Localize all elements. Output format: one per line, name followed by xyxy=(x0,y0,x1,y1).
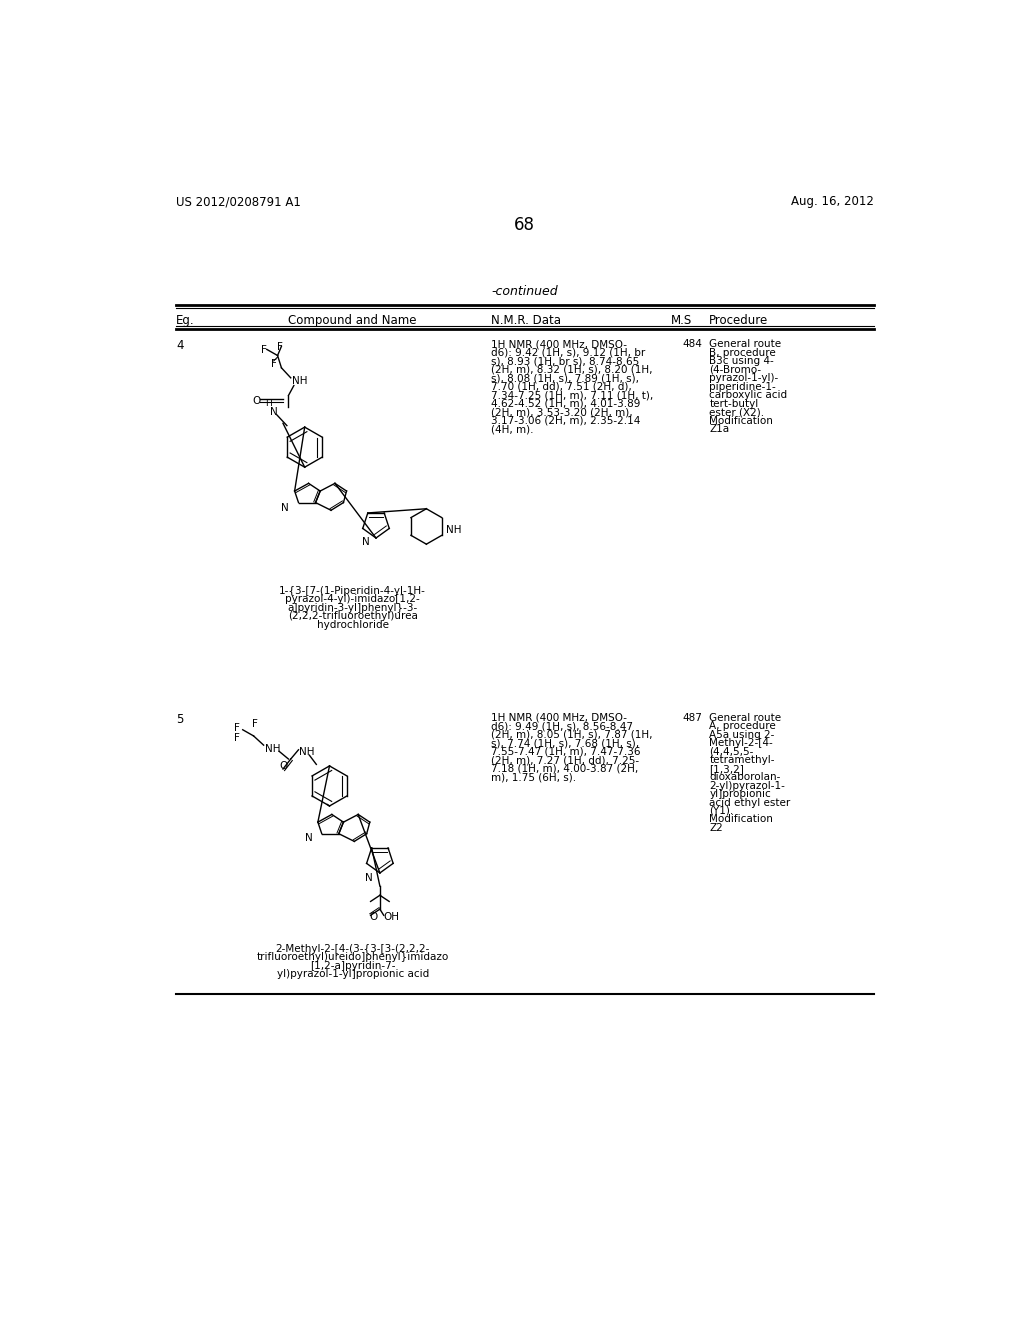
Text: Modification: Modification xyxy=(710,416,773,425)
Text: M.S: M.S xyxy=(671,314,692,327)
Text: trifluoroethyl)ureido]phenyl}imidazo: trifluoroethyl)ureido]phenyl}imidazo xyxy=(257,952,449,962)
Text: tetramethyl-: tetramethyl- xyxy=(710,755,775,766)
Text: N.M.R. Data: N.M.R. Data xyxy=(490,314,561,327)
Text: N: N xyxy=(282,503,289,513)
Text: Z1a: Z1a xyxy=(710,424,729,434)
Text: (4-Bromo-: (4-Bromo- xyxy=(710,364,762,375)
Text: pyrazol-4-yl)-imidazo[1,2-: pyrazol-4-yl)-imidazo[1,2- xyxy=(286,594,420,605)
Text: a]pyridin-3-yl]phenyl}-3-: a]pyridin-3-yl]phenyl}-3- xyxy=(288,603,418,612)
Text: acid ethyl ester: acid ethyl ester xyxy=(710,797,791,808)
Text: 3.17-3.06 (2H, m), 2.35-2.14: 3.17-3.06 (2H, m), 2.35-2.14 xyxy=(490,416,640,425)
Text: s), 8.08 (1H, s), 7.89 (1H, s),: s), 8.08 (1H, s), 7.89 (1H, s), xyxy=(490,374,639,383)
Text: A5a using 2-: A5a using 2- xyxy=(710,730,774,739)
Text: ester (X2).: ester (X2). xyxy=(710,407,764,417)
Text: General route: General route xyxy=(710,713,781,723)
Text: 68: 68 xyxy=(514,216,536,234)
Text: US 2012/0208791 A1: US 2012/0208791 A1 xyxy=(176,195,301,209)
Text: m), 1.75 (6H, s).: m), 1.75 (6H, s). xyxy=(490,772,575,781)
Text: 1-{3-[7-(1-Piperidin-4-yl-1H-: 1-{3-[7-(1-Piperidin-4-yl-1H- xyxy=(280,586,426,595)
Text: F: F xyxy=(234,723,240,733)
Text: (4H, m).: (4H, m). xyxy=(490,424,534,434)
Text: -continued: -continued xyxy=(492,285,558,298)
Text: F: F xyxy=(261,345,267,355)
Text: N: N xyxy=(362,537,370,548)
Text: yl]propionic: yl]propionic xyxy=(710,789,771,799)
Text: 5: 5 xyxy=(176,713,183,726)
Text: s), 8.93 (1H, br s), 8.74-8.65: s), 8.93 (1H, br s), 8.74-8.65 xyxy=(490,356,639,366)
Text: (2H, m), 7.27 (1H, dd), 7.25-: (2H, m), 7.27 (1H, dd), 7.25- xyxy=(490,755,639,766)
Text: F: F xyxy=(276,342,283,351)
Text: s), 7.74 (1H, s), 7.68 (1H, s),: s), 7.74 (1H, s), 7.68 (1H, s), xyxy=(490,738,639,748)
Text: 2-Methyl-2-[4-(3-{3-[3-(2,2,2-: 2-Methyl-2-[4-(3-{3-[3-(2,2,2- xyxy=(275,944,430,954)
Text: OH: OH xyxy=(383,912,399,923)
Text: B, procedure: B, procedure xyxy=(710,348,776,358)
Text: piperidine-1-: piperidine-1- xyxy=(710,381,776,392)
Text: Compound and Name: Compound and Name xyxy=(289,314,417,327)
Text: 487: 487 xyxy=(683,713,702,723)
Text: F: F xyxy=(234,733,240,743)
Text: Modification: Modification xyxy=(710,814,773,825)
Text: O: O xyxy=(369,912,377,923)
Text: B3c using 4-: B3c using 4- xyxy=(710,356,774,366)
Text: Eg.: Eg. xyxy=(176,314,195,327)
Text: N: N xyxy=(366,873,373,883)
Text: F: F xyxy=(271,359,278,368)
Text: H: H xyxy=(265,400,272,408)
Text: 7.18 (1H, m), 4.00-3.87 (2H,: 7.18 (1H, m), 4.00-3.87 (2H, xyxy=(490,763,638,774)
Text: 484: 484 xyxy=(683,339,702,350)
Text: NH: NH xyxy=(292,376,308,387)
Text: [1,2-a]pyridin-7-: [1,2-a]pyridin-7- xyxy=(310,961,395,970)
Text: 2-yl)pyrazol-1-: 2-yl)pyrazol-1- xyxy=(710,780,785,791)
Text: (4,4,5,5-: (4,4,5,5- xyxy=(710,747,754,756)
Text: F: F xyxy=(252,719,258,729)
Text: (2H, m), 8.32 (1H, s), 8.20 (1H,: (2H, m), 8.32 (1H, s), 8.20 (1H, xyxy=(490,364,652,375)
Text: Z2: Z2 xyxy=(710,822,723,833)
Text: 4.62-4.52 (1H, m), 4.01-3.89: 4.62-4.52 (1H, m), 4.01-3.89 xyxy=(490,399,640,409)
Text: pyrazol-1-yl)-: pyrazol-1-yl)- xyxy=(710,374,778,383)
Text: yl)pyrazol-1-yl]propionic acid: yl)pyrazol-1-yl]propionic acid xyxy=(276,969,429,979)
Text: dioxaborolan-: dioxaborolan- xyxy=(710,772,780,781)
Text: A, procedure: A, procedure xyxy=(710,721,776,731)
Text: hydrochloride: hydrochloride xyxy=(316,619,389,630)
Text: (Y1).: (Y1). xyxy=(710,807,733,816)
Text: Aug. 16, 2012: Aug. 16, 2012 xyxy=(791,195,873,209)
Text: (2H, m), 3.53-3.20 (2H, m),: (2H, m), 3.53-3.20 (2H, m), xyxy=(490,407,633,417)
Text: N: N xyxy=(270,407,278,417)
Text: tert-butyl: tert-butyl xyxy=(710,399,759,409)
Text: d6): 9.49 (1H, s), 8.56-8.47: d6): 9.49 (1H, s), 8.56-8.47 xyxy=(490,721,633,731)
Text: Procedure: Procedure xyxy=(710,314,768,327)
Text: 4: 4 xyxy=(176,339,183,352)
Text: 7.70 (1H, dd), 7.51 (2H, d),: 7.70 (1H, dd), 7.51 (2H, d), xyxy=(490,381,632,392)
Text: NH: NH xyxy=(265,743,281,754)
Text: Methyl-2-[4-: Methyl-2-[4- xyxy=(710,738,773,748)
Text: N: N xyxy=(305,833,312,843)
Text: NH: NH xyxy=(299,747,314,758)
Text: 7.34-7.25 (1H, m), 7.11 (1H, t),: 7.34-7.25 (1H, m), 7.11 (1H, t), xyxy=(490,391,653,400)
Text: carboxylic acid: carboxylic acid xyxy=(710,391,787,400)
Text: (2H, m), 8.05 (1H, s), 7.87 (1H,: (2H, m), 8.05 (1H, s), 7.87 (1H, xyxy=(490,730,652,739)
Text: [1,3,2]: [1,3,2] xyxy=(710,763,744,774)
Text: O: O xyxy=(280,762,288,771)
Text: d6): 9.42 (1H, s), 9.12 (1H, br: d6): 9.42 (1H, s), 9.12 (1H, br xyxy=(490,348,645,358)
Text: 1H NMR (400 MHz, DMSO-: 1H NMR (400 MHz, DMSO- xyxy=(490,339,627,350)
Text: O: O xyxy=(252,396,260,405)
Text: 7.55-7.47 (1H, m), 7.47-7.36: 7.55-7.47 (1H, m), 7.47-7.36 xyxy=(490,747,640,756)
Text: General route: General route xyxy=(710,339,781,350)
Text: (2,2,2-trifluoroethyl)urea: (2,2,2-trifluoroethyl)urea xyxy=(288,611,418,622)
Text: NH: NH xyxy=(445,525,461,535)
Text: 1H NMR (400 MHz, DMSO-: 1H NMR (400 MHz, DMSO- xyxy=(490,713,627,723)
